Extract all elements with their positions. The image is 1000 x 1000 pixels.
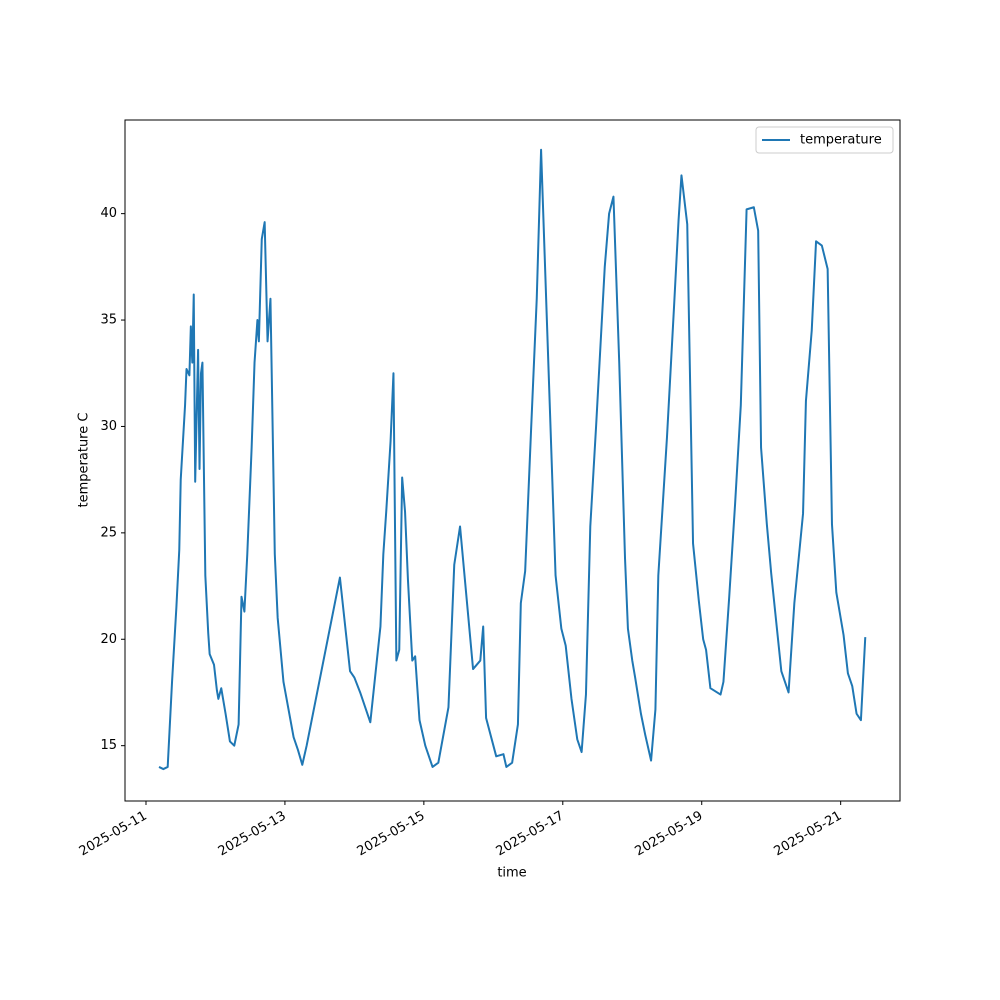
axes-frame xyxy=(124,119,901,802)
x-axis-label: time xyxy=(497,866,526,881)
legend-box xyxy=(755,126,894,154)
y-tick-label: 20 xyxy=(100,632,117,647)
y-axis-label: temperature C xyxy=(77,413,92,508)
legend-label: temperature xyxy=(800,133,882,148)
y-tick-label: 15 xyxy=(100,738,117,753)
y-tick-label: 35 xyxy=(100,313,117,328)
y-tick-label: 25 xyxy=(100,525,117,540)
y-tick-label: 30 xyxy=(100,419,117,434)
data-line xyxy=(158,148,867,771)
y-tick-label: 40 xyxy=(100,206,117,221)
